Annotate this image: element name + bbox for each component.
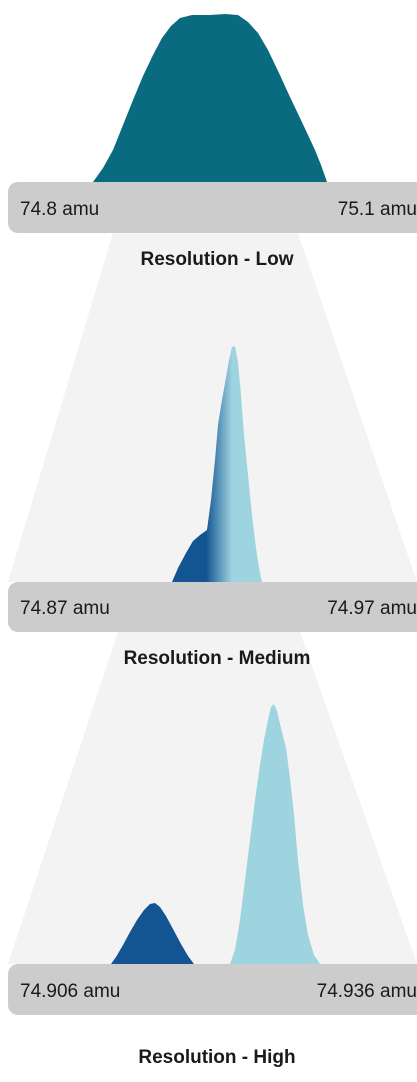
peak-high-resolution-left bbox=[111, 903, 194, 964]
caption-medium: Resolution - Medium bbox=[124, 648, 311, 669]
caption-low: Resolution - Low bbox=[140, 249, 293, 270]
axis-max-label-low: 75.1 amu bbox=[338, 199, 417, 220]
axis-min-label-medium: 74.87 amu bbox=[20, 598, 110, 619]
axis-min-label-low: 74.8 amu bbox=[20, 199, 99, 220]
peak-medium-resolution-combined bbox=[172, 346, 262, 582]
axis-max-label-high: 74.936 amu bbox=[317, 981, 417, 1002]
axis-bar-medium: 74.87 amu 74.97 amu bbox=[8, 582, 417, 632]
zoom-funnel-medium-to-high bbox=[8, 632, 417, 964]
peak-low-resolution bbox=[93, 14, 327, 182]
axis-min-label-high: 74.906 amu bbox=[20, 981, 120, 1002]
axis-max-label-medium: 74.97 amu bbox=[327, 598, 417, 619]
zoom-funnel-low-to-medium bbox=[8, 233, 417, 582]
caption-high: Resolution - High bbox=[138, 1047, 295, 1068]
peak-high-resolution-right bbox=[230, 704, 320, 964]
axis-bar-high: 74.906 amu 74.936 amu bbox=[8, 964, 417, 1015]
axis-bar-low: 74.8 amu 75.1 amu bbox=[8, 182, 417, 233]
